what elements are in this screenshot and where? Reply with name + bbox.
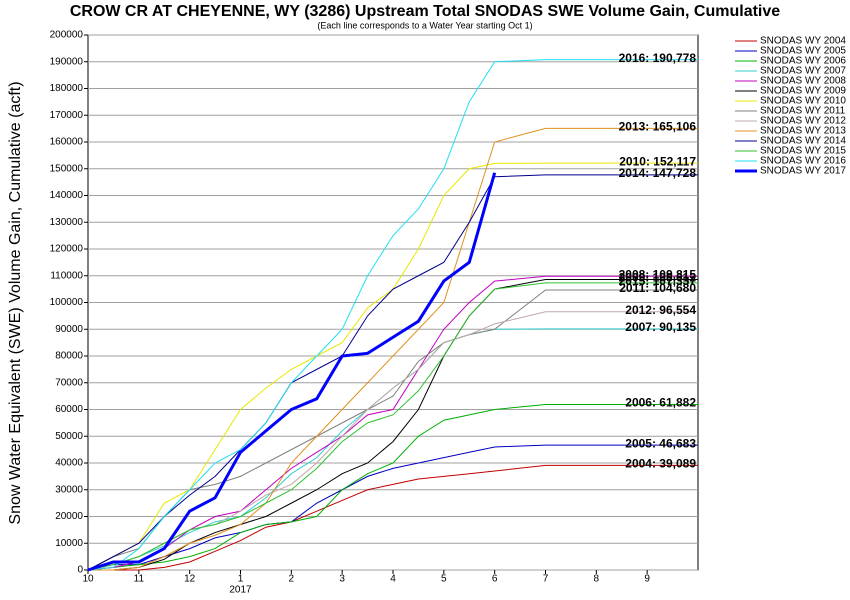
series-line — [87, 162, 698, 571]
y-tick-label: 60000 — [55, 404, 83, 415]
y-tick-label: 100000 — [50, 297, 84, 308]
x-tick-label: 7 — [543, 574, 549, 585]
x-tick-label: 2 — [289, 574, 295, 585]
legend-label: SNODAS WY 2012 — [760, 116, 846, 127]
legend-label: SNODAS WY 2006 — [760, 56, 846, 67]
end-label: 2016: 190,778 — [619, 51, 697, 65]
series-line — [87, 174, 698, 571]
series-line — [87, 444, 698, 571]
x-tick-label: 5 — [441, 574, 447, 585]
series-line — [87, 59, 698, 571]
legend-label: SNODAS WY 2016 — [760, 156, 846, 167]
y-tick-label: 0 — [77, 565, 83, 576]
x-tick-label: 6 — [492, 574, 498, 585]
end-label: 2011: 104,680 — [619, 281, 696, 295]
y-tick-label: 190000 — [50, 56, 84, 67]
y-tick-label: 110000 — [50, 270, 83, 281]
y-tick-label: 30000 — [55, 484, 83, 495]
x-tick-label: 3 — [339, 574, 345, 585]
legend-label: SNODAS WY 2008 — [760, 76, 846, 87]
y-tick-label: 120000 — [50, 244, 84, 255]
y-tick-label: 40000 — [55, 458, 83, 469]
series-line — [88, 127, 698, 571]
y-tick-label: 50000 — [55, 431, 83, 442]
end-label: 2004: 39,089 — [625, 457, 696, 471]
end-label: 2012: 96,554 — [625, 303, 696, 317]
end-label: 2010: 152,117 — [619, 154, 696, 168]
x-tick-label: 10 — [82, 574, 94, 585]
end-label: 2015: 107,337 — [619, 274, 697, 288]
series-line — [87, 172, 497, 572]
x-tick-label: 9 — [644, 574, 650, 585]
series-line — [88, 278, 698, 571]
legend-label: SNODAS WY 2015 — [760, 146, 846, 157]
legend-label: SNODAS WY 2009 — [760, 86, 846, 97]
legend-label: SNODAS WY 2010 — [760, 96, 846, 107]
y-tick-label: 170000 — [50, 110, 84, 121]
x-year-label: 2017 — [229, 585, 252, 596]
legend-label: SNODAS WY 2014 — [760, 136, 846, 147]
legend-label: SNODAS WY 2005 — [760, 46, 846, 57]
series-line — [87, 328, 698, 571]
chart-title: CROW CR AT CHEYENNE, WY (3286) Upstream … — [70, 3, 780, 20]
x-tick-label: 8 — [594, 574, 600, 585]
y-tick-label: 130000 — [50, 217, 84, 228]
legend-label: SNODAS WY 2011 — [760, 106, 846, 117]
x-tick-label: 11 — [134, 574, 145, 585]
y-tick-label: 150000 — [50, 163, 84, 174]
legend-label: SNODAS WY 2007 — [760, 66, 846, 77]
y-tick-label: 10000 — [55, 538, 83, 549]
legend-label: SNODAS WY 2004 — [760, 36, 846, 47]
chart-subtitle: (Each line corresponds to a Water Year s… — [317, 20, 532, 30]
x-tick-label: 12 — [184, 574, 196, 585]
end-label: 2009: 108,612 — [619, 271, 697, 285]
y-tick-label: 20000 — [55, 511, 83, 522]
x-tick-label: 4 — [390, 574, 396, 585]
end-label: 2014: 147,728 — [619, 166, 697, 180]
y-tick-label: 180000 — [50, 83, 84, 94]
y-tick-label: 140000 — [50, 190, 84, 201]
series-line — [87, 282, 698, 571]
y-tick-label: 90000 — [55, 324, 83, 335]
end-label: 2005: 46,683 — [625, 436, 696, 450]
end-label: 2013: 165,106 — [619, 120, 697, 134]
end-label: 2008: 109,815 — [619, 267, 697, 281]
y-tick-label: 80000 — [55, 351, 83, 362]
y-axis-label: Snow Water Equivalent (SWE) Volume Gain,… — [7, 81, 24, 524]
x-tick-label: 1 — [238, 574, 244, 585]
y-tick-label: 160000 — [50, 137, 84, 148]
series-line — [88, 464, 698, 571]
y-tick-label: 70000 — [55, 377, 83, 388]
legend-label: SNODAS WY 2013 — [760, 126, 846, 137]
series-line — [87, 403, 698, 571]
legend-label: SNODAS WY 2017 — [760, 166, 846, 177]
end-label: 2006: 61,882 — [625, 396, 696, 410]
y-tick-label: 200000 — [50, 30, 84, 41]
end-label: 2007: 90,135 — [625, 320, 696, 334]
